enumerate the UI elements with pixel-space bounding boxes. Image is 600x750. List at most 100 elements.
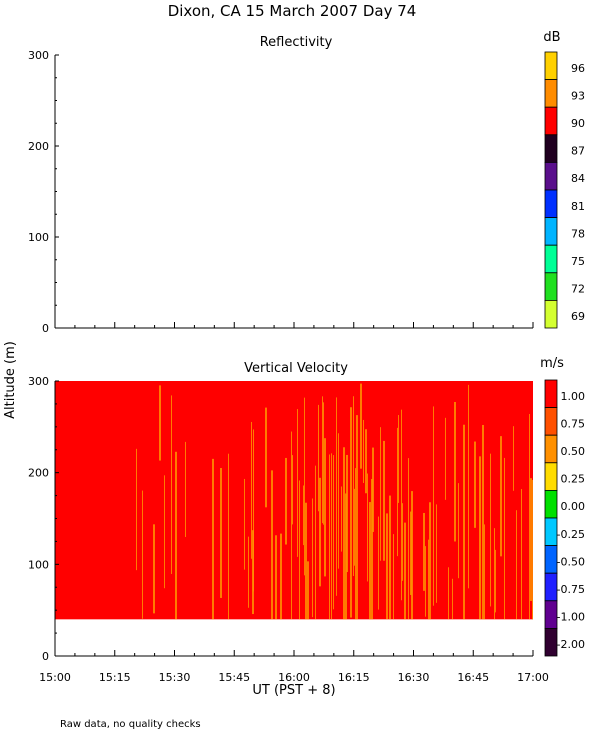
colorbar-swatch xyxy=(544,407,558,436)
colorbar: 96 93 90 87 84 81 78 75 72 69 dB xyxy=(543,30,585,329)
velocity-streak xyxy=(367,473,368,582)
velocity-streak xyxy=(386,513,388,620)
velocity-streak xyxy=(494,528,495,620)
velocity-streak xyxy=(142,490,143,619)
colorbar-label: 93 xyxy=(571,89,585,102)
velocity-streak xyxy=(251,421,252,559)
velocity-streak xyxy=(164,475,165,589)
velocity-streak xyxy=(398,415,399,503)
velocity-streak xyxy=(463,424,465,620)
velocity-streak xyxy=(372,447,374,532)
colorbar-swatch xyxy=(544,51,558,81)
colorbar-swatch xyxy=(544,517,558,547)
velocity-streak xyxy=(363,419,364,483)
velocity-streak xyxy=(220,468,222,598)
y-tick-label: 100 xyxy=(28,231,49,244)
colorbar-label: 1.00 xyxy=(561,390,586,403)
velocity-streak xyxy=(319,477,321,587)
velocity-streak xyxy=(401,409,402,601)
colorbar-swatch xyxy=(544,572,558,602)
velocity-streak xyxy=(275,535,277,620)
colorbar-label: -2.00 xyxy=(557,638,585,651)
velocity-streak xyxy=(468,384,469,589)
colorbar-swatch xyxy=(544,189,558,219)
colorbar-swatch xyxy=(544,299,558,329)
velocity-streak xyxy=(171,395,172,574)
velocity-streak xyxy=(343,447,345,620)
colorbar-swatch xyxy=(544,272,558,301)
velocity-streak xyxy=(185,441,186,538)
velocity-streak xyxy=(228,453,229,620)
velocity-streak xyxy=(354,488,355,566)
velocity-streak xyxy=(304,397,305,576)
velocity-streak xyxy=(532,479,533,620)
velocity-streak xyxy=(291,431,292,620)
velocity-streak xyxy=(244,478,245,570)
velocity-streak xyxy=(411,491,413,620)
colorbar-label: 81 xyxy=(571,200,585,213)
velocity-streak xyxy=(303,485,304,546)
velocity-streak xyxy=(454,401,456,542)
colorbar-swatch xyxy=(544,161,558,191)
colorbar-label: 72 xyxy=(571,283,585,296)
velocity-streak xyxy=(346,454,348,573)
figure-title: Dixon, CA 15 March 2007 Day 74 xyxy=(168,2,417,20)
velocity-streak xyxy=(341,486,342,552)
x-tick-label: 16:30 xyxy=(398,671,430,684)
x-tick-label: 15:15 xyxy=(99,671,131,684)
velocity-streak xyxy=(153,524,155,614)
velocity-streak xyxy=(428,539,429,620)
velocity-streak xyxy=(333,455,334,610)
velocity-streak xyxy=(474,441,476,528)
x-tick-label: 15:30 xyxy=(159,671,191,684)
colorbar-label: 0.00 xyxy=(561,500,586,513)
velocity-streak xyxy=(393,534,394,620)
colorbar-label: 90 xyxy=(571,117,585,130)
velocity-streak xyxy=(336,397,337,596)
y-tick-label: 200 xyxy=(28,140,49,153)
velocity-streak xyxy=(425,546,426,617)
x-tick-label: 15:45 xyxy=(218,671,250,684)
velocity-streak xyxy=(292,455,293,525)
velocity-streak xyxy=(458,483,459,579)
velocity-streak xyxy=(356,415,358,620)
colorbar-swatch xyxy=(544,545,558,574)
colorbar-swatch xyxy=(544,600,558,629)
colorbar-label: -0.50 xyxy=(557,555,585,568)
y-tick-label: 300 xyxy=(28,375,49,388)
velocity-streak xyxy=(299,480,300,620)
velocity-streak xyxy=(318,404,319,512)
y-tick-label: 0 xyxy=(42,650,49,663)
velocity-streak xyxy=(408,458,409,620)
velocity-streak xyxy=(371,478,373,620)
y-tick-label: 0 xyxy=(42,322,49,335)
velocity-streak xyxy=(365,429,367,494)
colorbar: 1.00 0.75 0.50 0.25 0.00 -0.25 -0.50 -0.75 -1.00… xyxy=(540,356,586,657)
velocity-streak xyxy=(369,502,371,620)
velocity-streak xyxy=(448,567,449,620)
velocity-streak xyxy=(159,385,161,461)
velocity-streak xyxy=(307,561,309,620)
colorbar-swatch xyxy=(544,79,558,108)
velocity-streak xyxy=(429,502,431,620)
velocity-streak xyxy=(212,458,214,620)
velocity-streak xyxy=(529,414,530,620)
colorbar-label: 78 xyxy=(571,227,585,240)
velocity-streak xyxy=(253,429,254,592)
x-axis-label: UT (PST + 8) xyxy=(252,683,335,698)
colorbar-label: 0.25 xyxy=(561,473,586,486)
colorbar-label: 87 xyxy=(571,145,585,158)
velocity-streak xyxy=(312,498,313,618)
velocity-streak xyxy=(378,516,379,610)
velocity-streak xyxy=(323,402,324,525)
colorbar-swatch xyxy=(544,217,558,246)
velocity-streak xyxy=(322,396,323,524)
velocity-streak xyxy=(484,524,485,620)
velocity-streak xyxy=(504,457,505,620)
velocity-streak xyxy=(445,417,446,500)
colorbar-swatch xyxy=(544,462,558,491)
x-tick-label: 17:00 xyxy=(517,671,549,684)
velocity-streak xyxy=(353,396,354,577)
x-tick-label: 16:00 xyxy=(278,671,310,684)
